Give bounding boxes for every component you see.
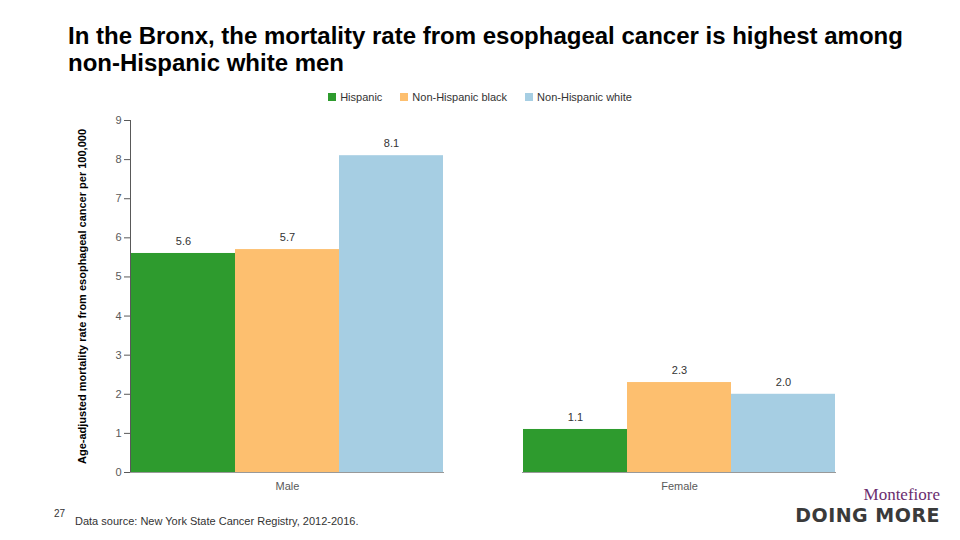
svg-text:8.1: 8.1 [384,137,399,149]
svg-text:Male: Male [276,480,300,492]
svg-text:1.1: 1.1 [568,411,583,423]
html-text:DOING MORE: DOING MORE [795,504,940,526]
svg-text:4: 4 [115,310,121,322]
html-text:In the Bronx, the mortality ra: In the Bronx, the mortality rate from es… [68,22,903,76]
svg-text:2.0: 2.0 [776,376,791,388]
svg-text:9: 9 [115,114,121,126]
html-text:27: 27 [54,508,66,519]
svg-text:Female: Female [661,480,698,492]
svg-text:5.6: 5.6 [176,235,191,247]
svg-text:5.7: 5.7 [280,231,295,243]
html-text:Non-Hispanic black: Non-Hispanic black [412,91,508,103]
html-text:Non-Hispanic white: Non-Hispanic white [537,91,632,103]
html-text:Montefiore: Montefiore [863,485,940,504]
svg-text:8: 8 [115,153,121,165]
svg-text:1: 1 [115,427,121,439]
svg-text:7: 7 [115,192,121,204]
svg-text:2: 2 [115,388,121,400]
html-text:Data source: New York State Ca: Data source: New York State Cancer Regis… [75,515,359,527]
svg-text:5: 5 [115,270,121,282]
svg-text:3: 3 [115,349,121,361]
html-text:Hispanic: Hispanic [340,91,383,103]
svg-text:6: 6 [115,231,121,243]
svg-text:Age-adjusted mortality rate fr: Age-adjusted mortality rate from esophag… [76,129,88,464]
svg-text:0: 0 [115,466,121,478]
svg-text:2.3: 2.3 [672,364,687,376]
